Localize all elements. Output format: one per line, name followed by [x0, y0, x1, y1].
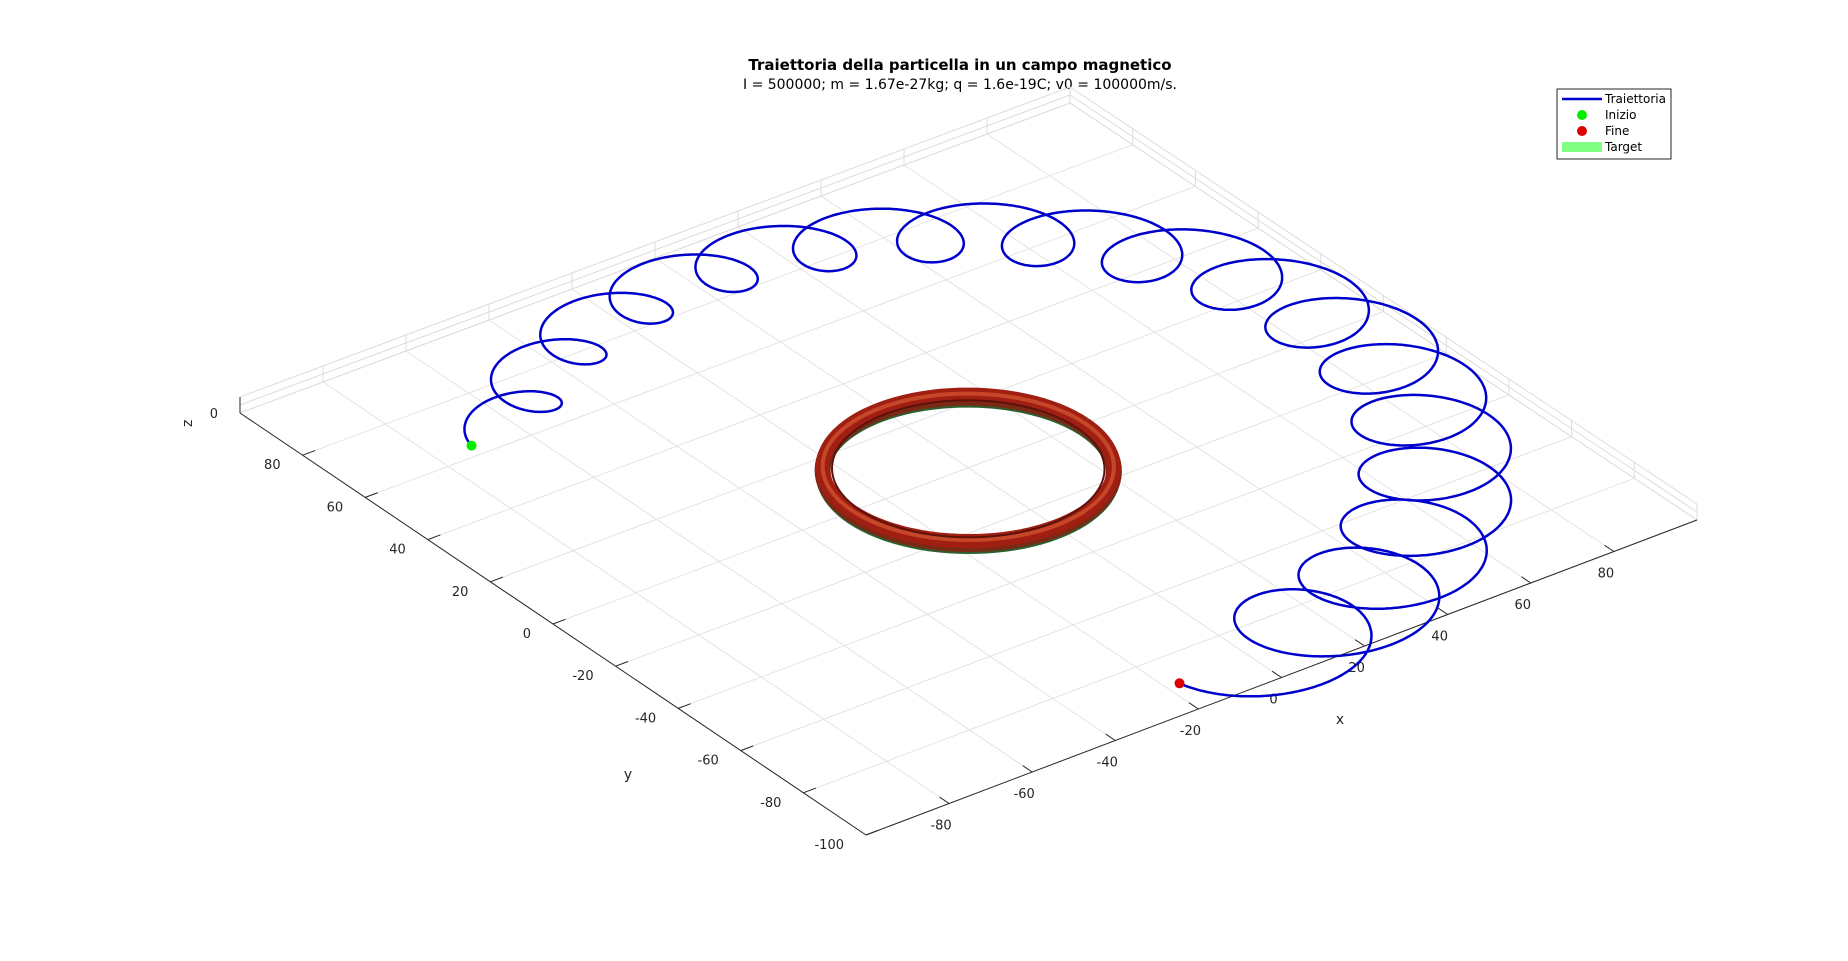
- grid-line-x: [737, 226, 1365, 647]
- x-tick-mark: [1188, 702, 1199, 710]
- y-tick-mark: [865, 829, 879, 836]
- legend[interactable]: Traiettoria Inizio Fine Target: [1556, 88, 1672, 160]
- y-tick-label: 20: [452, 585, 469, 600]
- end-marker: [1174, 678, 1185, 689]
- y-tick-mark: [615, 661, 629, 667]
- y-tick-mark: [365, 492, 378, 498]
- legend-patch-swatch: [1562, 142, 1602, 152]
- x-tick-mark: [1438, 607, 1448, 615]
- legend-label: Target: [1604, 140, 1642, 154]
- grid-line-y: [552, 311, 1384, 625]
- trajectory-line: [463, 202, 1513, 698]
- x-tick-label: 0: [1269, 693, 1277, 708]
- back-wall-line: [239, 86, 1698, 505]
- z-tick-label: 0: [210, 407, 218, 422]
- y-tick-mark: [740, 745, 754, 752]
- legend-marker-swatch: [1577, 110, 1587, 120]
- legend-label: Traiettoria: [1604, 92, 1666, 106]
- y-tick-label: -40: [635, 711, 656, 726]
- z-axis-label: z: [180, 420, 196, 427]
- x-tick-label: -60: [1014, 787, 1035, 802]
- y-tick-mark: [427, 534, 441, 541]
- x-tick-label: 20: [1348, 661, 1365, 676]
- torus-highlight: [820, 391, 1116, 543]
- y-tick-mark: [302, 450, 316, 456]
- x-tick-label: 80: [1598, 567, 1615, 582]
- y-tick-label: 0: [523, 627, 531, 642]
- chart-subtitle: I = 500000; m = 1.67e-27kg; q = 1.6e-19C…: [743, 77, 1177, 93]
- y-tick-mark: [803, 787, 817, 794]
- legend-label: Fine: [1605, 124, 1629, 138]
- x-tick-mark: [1022, 765, 1033, 773]
- y-tick-mark: [552, 618, 566, 625]
- start-marker: [466, 440, 477, 451]
- y-tick-label: 60: [327, 500, 344, 515]
- x-tick-label: 60: [1515, 598, 1532, 613]
- y-tick-mark: [490, 576, 504, 583]
- x-tick-mark: [1604, 544, 1615, 552]
- legend-marker-swatch: [1577, 126, 1587, 136]
- y-tick-label: -100: [814, 838, 844, 853]
- grid-line-y: [490, 269, 1321, 583]
- grid-line-y: [302, 144, 1133, 456]
- y-tick-label: -80: [760, 796, 781, 811]
- back-wall-line: [239, 102, 1698, 521]
- y-tick-label: 40: [389, 543, 406, 558]
- grid-line-x: [820, 195, 1448, 615]
- x-tick-mark: [1105, 733, 1116, 741]
- torus-inner-edge: [830, 399, 1106, 539]
- grid-line-x: [986, 133, 1615, 552]
- x-tick-label: -80: [930, 819, 951, 834]
- grid-line-y: [427, 227, 1259, 541]
- grid: [239, 86, 1698, 836]
- grid-line-y: [365, 185, 1196, 498]
- back-wall-line: [239, 94, 1698, 513]
- x-tick-label: -20: [1180, 724, 1201, 739]
- y-tick-mark: [678, 703, 691, 709]
- x-tick-label: -40: [1097, 756, 1118, 771]
- target-torus: [814, 387, 1122, 555]
- x-tick-mark: [1271, 670, 1282, 678]
- chart-title: Traiettoria della particella in un campo…: [748, 56, 1171, 74]
- tick-labels: -80 -60 -40 -20 0 20 40 60 80 -100 -80 -60 -40 -20 0 20…: [210, 407, 1615, 853]
- legend-label: Inizio: [1605, 108, 1636, 122]
- y-tick-label: -20: [572, 669, 593, 684]
- grid-line-x: [903, 164, 1532, 584]
- x-tick-mark: [1354, 639, 1365, 647]
- y-tick-label: 80: [264, 458, 281, 473]
- y-axis-label: y: [624, 767, 632, 783]
- x-tick-mark: [939, 796, 950, 804]
- trajectory-series: [463, 202, 1513, 698]
- x-tick-mark: [1521, 576, 1532, 584]
- y-tick-label: -60: [698, 754, 719, 769]
- x-axis-label: x: [1336, 712, 1344, 728]
- markers: [466, 440, 1185, 689]
- x-tick-label: 40: [1431, 630, 1448, 645]
